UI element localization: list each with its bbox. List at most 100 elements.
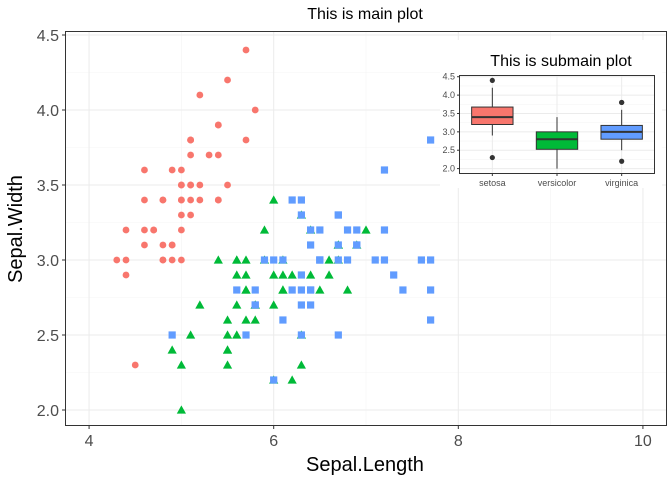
data-point-circle	[187, 196, 195, 204]
y-tick-label: 4.5	[37, 28, 59, 45]
data-point-square	[380, 166, 389, 174]
data-point-circle	[187, 211, 195, 219]
data-point-square	[334, 256, 342, 264]
data-point-circle	[205, 151, 213, 159]
data-point-circle	[242, 46, 250, 54]
data-point-square	[334, 211, 342, 219]
data-point-circle	[168, 166, 176, 174]
data-point-square	[279, 316, 287, 324]
x-tick-label: 6	[269, 433, 278, 450]
inset-title: This is submain plot	[490, 53, 632, 70]
data-point-square	[353, 241, 361, 249]
y-tick-label: 2.0	[37, 403, 59, 420]
data-point-triangle	[287, 270, 297, 279]
data-point-triangle	[241, 255, 251, 264]
inset-axes: 2.0 2.5 3.0 3.5 4.0 4.5 setosa versicolor virgin…	[442, 72, 638, 188]
data-point-circle	[150, 226, 158, 234]
data-point-triangle	[296, 360, 306, 369]
data-point-circle	[214, 196, 222, 204]
data-point-circle	[177, 226, 185, 234]
data-point-square	[233, 286, 241, 294]
data-point-circle	[196, 181, 204, 189]
data-point-square	[307, 301, 315, 309]
data-point-square	[307, 286, 315, 294]
data-point-square	[307, 226, 315, 234]
data-point-square	[297, 301, 305, 309]
data-point-triangle	[306, 270, 316, 279]
data-point-circle	[122, 256, 130, 264]
data-point-circle	[196, 91, 204, 99]
inset-plot: This is submain plot 2.0 2.5 3.0 3.5 4.0 4.5 s…	[440, 40, 662, 188]
box-outlier	[489, 77, 495, 84]
data-point-triangle	[195, 300, 205, 309]
data-point-triangle	[241, 285, 251, 294]
data-point-triangle	[241, 315, 251, 324]
data-point-triangle	[241, 270, 251, 279]
data-point-triangle	[213, 255, 223, 264]
y-tick-label: 4.0	[37, 103, 59, 120]
box-outlier	[489, 154, 495, 161]
data-point-circle	[177, 181, 185, 189]
data-point-triangle	[278, 285, 288, 294]
y-axis-title: Sepal.Width	[5, 175, 27, 283]
data-point-square	[270, 256, 278, 264]
data-point-triangle	[269, 195, 279, 204]
data-point-triangle	[232, 255, 242, 264]
data-point-square	[380, 256, 389, 264]
x-tick-label: 10	[634, 433, 652, 450]
box-body	[471, 106, 514, 125]
data-point-square	[168, 331, 176, 339]
inset-y-tick-label: 3.5	[442, 108, 455, 118]
data-point-circle	[251, 106, 259, 114]
data-point-square	[316, 256, 324, 264]
data-point-triangle	[269, 300, 279, 309]
data-point-square	[260, 256, 269, 264]
data-point-circle	[113, 256, 121, 264]
data-point-square	[427, 256, 435, 264]
box-outlier	[619, 158, 625, 164]
inset-x-tick-label: versicolor	[538, 178, 577, 188]
data-point-triangle	[222, 330, 233, 339]
y-tick-label: 3.5	[37, 178, 59, 195]
data-point-square	[279, 256, 287, 264]
data-point-circle	[242, 136, 250, 144]
data-point-circle	[196, 196, 204, 204]
y-tick-label: 3.0	[37, 253, 59, 270]
data-point-circle	[131, 361, 139, 369]
data-point-triangle	[250, 315, 260, 324]
main-title: This is main plot	[307, 6, 423, 23]
data-point-triangle	[186, 330, 196, 339]
data-point-circle	[187, 151, 195, 159]
data-point-triangle	[324, 270, 334, 279]
data-point-square	[380, 226, 389, 234]
inset-y-tick-label: 2.5	[442, 145, 455, 155]
x-tick-label: 4	[85, 433, 94, 450]
data-point-circle	[177, 256, 185, 264]
data-point-square	[288, 286, 296, 294]
data-point-circle	[159, 241, 167, 249]
data-point-square	[316, 226, 324, 234]
data-point-square	[343, 226, 352, 234]
data-point-square	[417, 256, 425, 264]
data-point-square	[251, 301, 259, 309]
data-point-triangle	[222, 315, 233, 324]
data-point-circle	[214, 121, 222, 129]
data-point-square	[297, 211, 305, 219]
inset-y-tick-label: 4.5	[442, 72, 455, 82]
data-point-triangle	[278, 270, 288, 279]
data-point-square	[343, 256, 352, 264]
data-point-square	[390, 271, 398, 279]
x-axis-title: Sepal.Length	[306, 454, 424, 476]
data-point-circle	[187, 181, 195, 189]
inset-y-tick-label: 4.0	[442, 90, 455, 100]
data-point-square	[334, 241, 342, 249]
data-point-triangle	[361, 225, 371, 234]
data-point-circle	[177, 211, 185, 219]
data-point-square	[288, 196, 296, 204]
data-point-square	[353, 226, 361, 234]
inset-boxes	[471, 77, 643, 169]
data-point-square	[427, 136, 435, 144]
x-tick-label: 8	[454, 433, 463, 450]
data-point-circle	[141, 166, 148, 174]
